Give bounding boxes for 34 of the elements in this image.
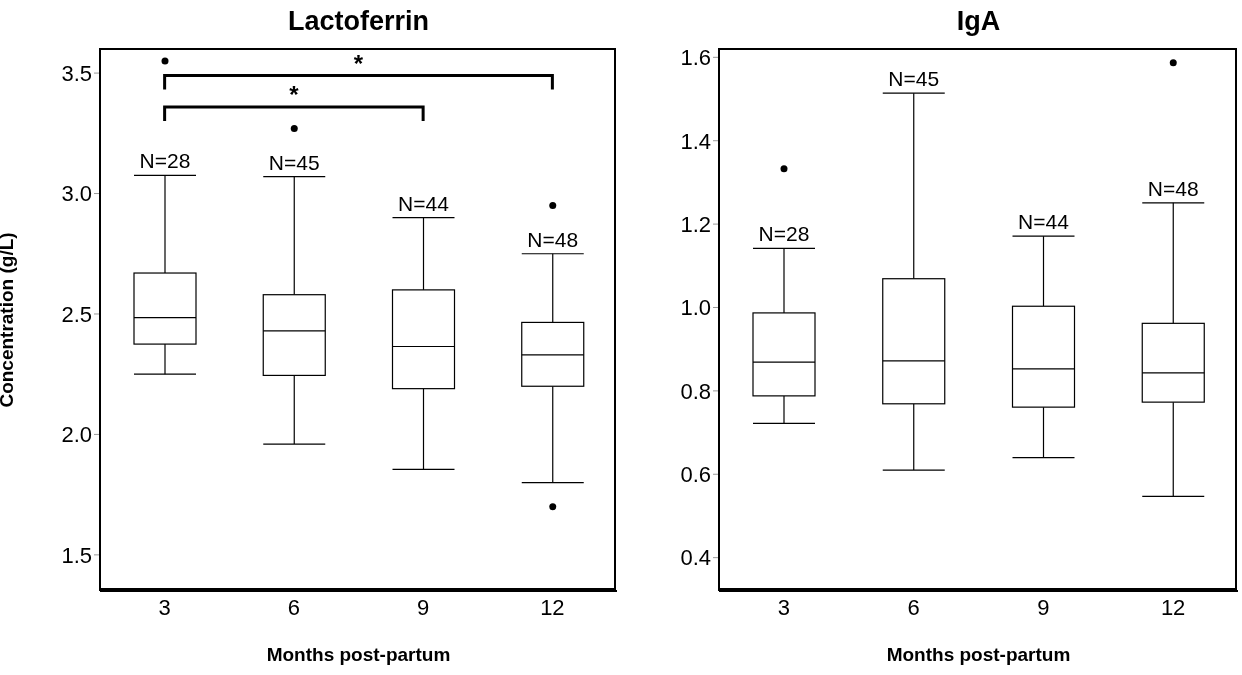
y-tick-label: 3.5 xyxy=(61,60,92,86)
annotation: * xyxy=(353,49,364,77)
x-tick-label: 3 xyxy=(777,594,790,620)
y-tick-label: 0.4 xyxy=(680,545,711,571)
annotation: N=44 xyxy=(1018,210,1070,234)
x-tick-label: 9 xyxy=(1037,594,1050,620)
chart-title: IgA xyxy=(955,6,1002,37)
annotation: * xyxy=(289,80,300,108)
x-tick-label: 12 xyxy=(540,594,565,620)
y-tick-label: 0.6 xyxy=(680,462,711,488)
annotation: N=28 xyxy=(139,149,191,173)
annotation: N=48 xyxy=(527,227,579,251)
x-tick-label: 3 xyxy=(158,594,171,620)
x-tick-label: 9 xyxy=(417,594,430,620)
y-tick-label: 3.0 xyxy=(61,181,92,207)
x-axis-title: Months post-partum xyxy=(886,644,1071,665)
annotation: N=45 xyxy=(268,150,320,174)
y-tick-label: 1.5 xyxy=(61,542,92,568)
y-tick-label: 2.0 xyxy=(61,422,92,448)
y-tick-label: 1.2 xyxy=(680,211,711,237)
annotation: N=28 xyxy=(758,222,810,246)
y-tick-label: 1.4 xyxy=(680,128,711,154)
chart-title: Lactoferrin xyxy=(287,6,430,37)
x-tick-label: 12 xyxy=(1160,594,1186,620)
y-tick-label: 1.0 xyxy=(680,295,711,321)
y-tick-label: 1.6 xyxy=(680,45,711,71)
y-tick-label: 0.8 xyxy=(680,378,711,404)
y-tick-label: 2.5 xyxy=(61,301,92,327)
x-tick-label: 6 xyxy=(287,594,300,620)
annotation: N=48 xyxy=(1147,176,1199,200)
annotation: N=44 xyxy=(398,191,450,215)
x-axis-title: Months post-partum xyxy=(266,644,451,665)
annotation: N=45 xyxy=(888,67,940,91)
x-tick-label: 6 xyxy=(907,594,920,620)
